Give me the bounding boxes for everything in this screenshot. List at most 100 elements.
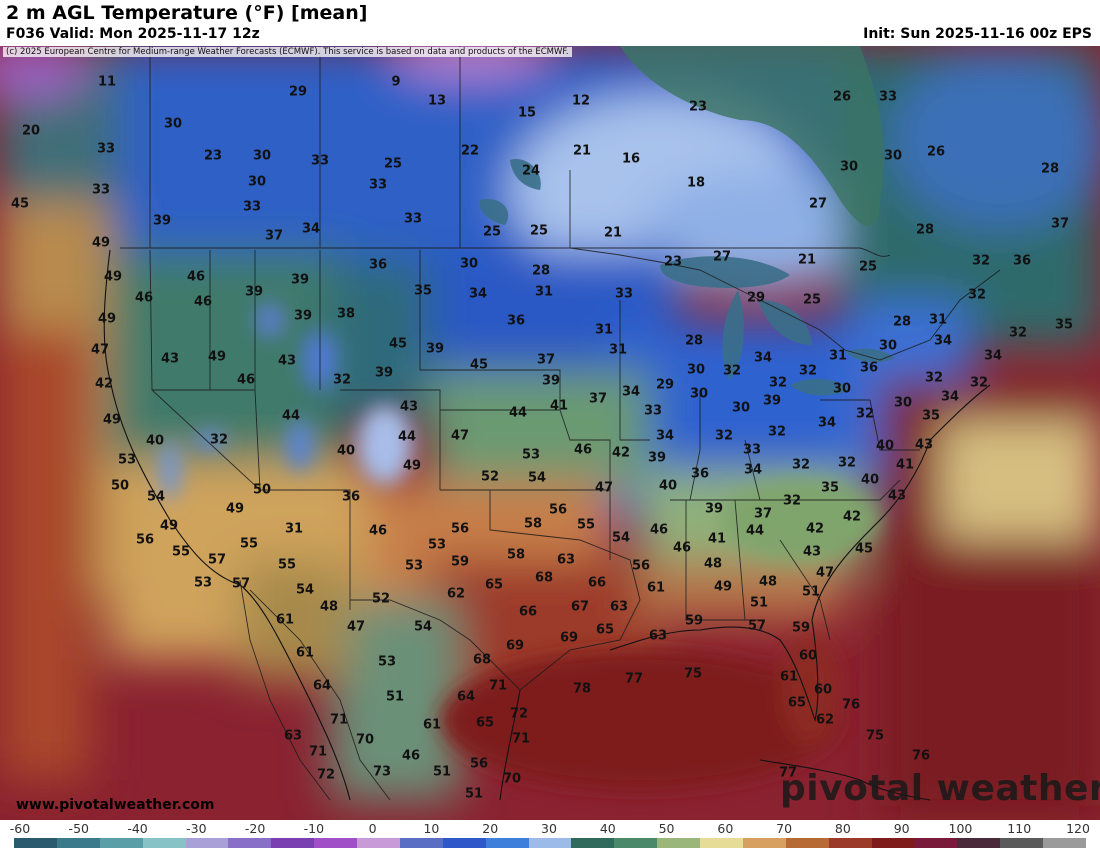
colorbar-swatch (271, 838, 315, 848)
temperature-value-label: 57 (207, 552, 227, 568)
temperature-value-label: 55 (239, 536, 259, 552)
init-time-label: Init: Sun 2025-11-16 00z EPS (863, 26, 1092, 42)
colorbar-swatch (871, 838, 915, 848)
colorbar-swatch (485, 838, 529, 848)
temperature-value-label: 31 (928, 312, 948, 328)
temperature-value-label: 48 (758, 574, 778, 590)
temperature-value-label: 40 (145, 433, 165, 449)
temperature-value-label: 61 (275, 612, 295, 628)
colorbar-swatch (56, 838, 100, 848)
temperature-value-label: 45 (388, 336, 408, 352)
temperature-value-label: 31 (828, 348, 848, 364)
temperature-value-label: 57 (747, 618, 767, 634)
temperature-value-label: 73 (372, 764, 392, 780)
temperature-value-label: 45 (10, 196, 30, 212)
website-link[interactable]: www.pivotalweather.com (16, 797, 215, 813)
temperature-value-label: 44 (397, 429, 417, 445)
temperature-value-label: 47 (594, 480, 614, 496)
temperature-value-label: 35 (921, 408, 941, 424)
temperature-value-label: 63 (283, 728, 303, 744)
temperature-value-label: 59 (450, 554, 470, 570)
temperature-value-label: 34 (301, 221, 321, 237)
temperature-value-label: 40 (875, 438, 895, 454)
temperature-value-label: 72 (509, 706, 529, 722)
temperature-value-label: 33 (643, 403, 663, 419)
temperature-value-label: 39 (244, 284, 264, 300)
colorbar-tick-label: -40 (127, 821, 148, 836)
temperature-value-label: 37 (536, 352, 556, 368)
temperature-value-label: 11 (97, 74, 117, 90)
temperature-value-label: 55 (277, 557, 297, 573)
colorbar-tick-label: -60 (9, 821, 31, 836)
colorbar-swatch (528, 838, 572, 848)
temperature-value-label: 50 (252, 482, 272, 498)
temperature-value-label: 53 (117, 452, 137, 468)
temperature-value-label: 69 (505, 638, 525, 654)
temperature-value-label: 39 (374, 365, 394, 381)
colorbar-tick-label: 80 (834, 821, 851, 836)
colorbar-tick-label: 100 (948, 821, 973, 836)
temperature-value-label: 32 (332, 372, 352, 388)
temperature-value-label: 32 (722, 363, 742, 379)
temperature-value-label: 55 (576, 517, 596, 533)
colorbar-swatch (657, 838, 700, 848)
temperature-value-label: 51 (385, 689, 405, 705)
colorbar-swatch (828, 838, 872, 848)
temperature-value-label: 39 (290, 272, 310, 288)
temperature-value-label: 25 (529, 223, 549, 239)
temperature-value-label: 39 (541, 373, 561, 389)
temperature-map[interactable]: 11 9 13 12 20 29 30 15 23 26 33 33 23 30 33 25 22 21 16 30 2… (0, 46, 1100, 820)
temperature-value-label: 36 (341, 489, 361, 505)
temperature-value-label: 30 (689, 386, 709, 402)
map-title: 2 m AGL Temperature (°F) [mean] (6, 2, 368, 24)
temperature-value-label: 58 (506, 547, 526, 563)
temperature-value-label: 21 (797, 252, 817, 268)
temperature-value-label: 39 (293, 308, 313, 324)
temperature-value-label: 47 (815, 565, 835, 581)
temperature-value-label: 49 (97, 311, 117, 327)
temperature-value-label: 27 (712, 249, 732, 265)
temperature-value-label: 46 (186, 269, 206, 285)
temperature-value-label: 33 (310, 153, 330, 169)
temperature-value-label: 64 (456, 689, 476, 705)
temperature-value-label: 48 (319, 599, 339, 615)
colorbar-tick-label: 90 (893, 821, 910, 836)
temperature-value-label: 65 (787, 695, 807, 711)
temperature-value-label: 36 (506, 313, 526, 329)
temperature-value-label: 75 (683, 666, 703, 682)
temperature-value-label: 32 (967, 287, 987, 303)
temperature-value-label: 32 (714, 428, 734, 444)
temperature-value-label: 32 (767, 424, 787, 440)
temperature-value-label: 33 (96, 141, 116, 157)
temperature-value-label: 63 (648, 628, 668, 644)
temperature-value-label: 39 (762, 393, 782, 409)
temperature-value-label: 36 (859, 360, 879, 376)
colorbar-swatch (142, 838, 186, 848)
colorbar-swatch (399, 838, 443, 848)
temperature-value-label: 42 (842, 509, 862, 525)
temperature-value-label: 45 (854, 541, 874, 557)
temperature-value-label: 61 (295, 645, 315, 661)
temperature-value-label: 30 (883, 148, 903, 164)
temperature-value-label: 49 (225, 501, 245, 517)
temperature-value-label: 30 (686, 362, 706, 378)
temperature-value-label: 29 (288, 84, 308, 100)
temperature-value-label: 30 (252, 148, 272, 164)
temperature-value-label: 25 (383, 156, 403, 172)
temperature-value-label: 49 (207, 349, 227, 365)
temperature-value-label: 39 (152, 213, 172, 229)
temperature-value-label: 56 (631, 558, 651, 574)
temperature-value-label: 43 (277, 353, 297, 369)
temperature-value-label: 32 (1008, 325, 1028, 341)
temperature-value-label: 31 (608, 342, 628, 358)
temperature-value-label: 34 (655, 428, 675, 444)
temperature-value-label: 42 (94, 376, 114, 392)
colorbar-swatch (185, 838, 229, 848)
temperature-value-label: 68 (472, 652, 492, 668)
temperature-value-label: 54 (146, 489, 166, 505)
temperature-value-label: 26 (926, 144, 946, 160)
temperature-value-label: 67 (570, 599, 590, 615)
temperature-value-label: 51 (464, 786, 484, 802)
colorbar-swatch (742, 838, 786, 848)
temperature-value-label: 30 (247, 174, 267, 190)
